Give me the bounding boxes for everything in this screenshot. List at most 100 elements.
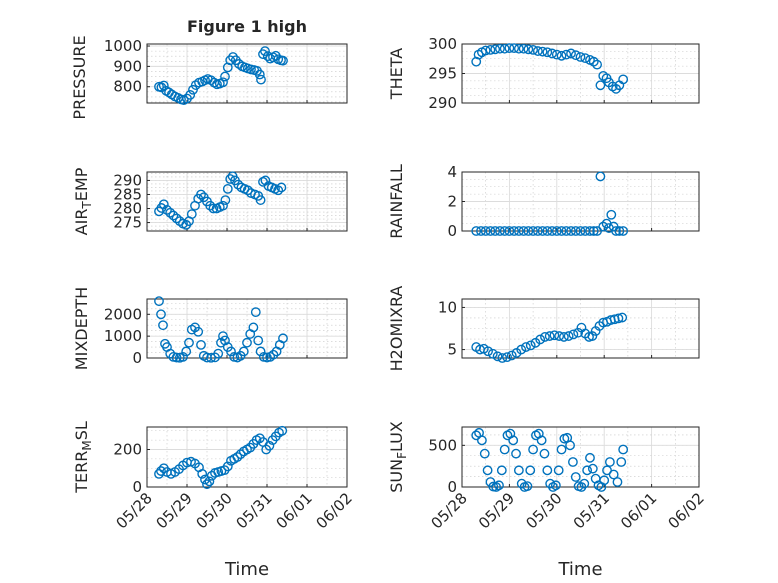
axes-frame: [461, 426, 700, 488]
data-point: [273, 185, 284, 196]
data-point: [606, 209, 617, 220]
data-point: [218, 77, 228, 88]
data-point: [250, 307, 261, 318]
data-point: [550, 480, 561, 491]
data-point: [537, 46, 548, 57]
y-tick-label: 900: [113, 57, 142, 75]
data-point: [171, 213, 182, 224]
data-point: [618, 226, 629, 236]
axes-frame: [146, 43, 348, 104]
data-point: [549, 330, 560, 341]
data-point: [604, 457, 615, 467]
data-point: [483, 346, 493, 357]
x-tick-label: 06/01: [273, 489, 316, 532]
data-point: [523, 44, 534, 55]
data-point: [553, 465, 564, 476]
data-point: [576, 482, 587, 492]
data-point: [535, 334, 546, 345]
data-point: [539, 448, 550, 459]
data-point: [570, 472, 581, 482]
data-point: [278, 333, 288, 344]
data-point: [570, 50, 581, 61]
data-point: [542, 226, 553, 236]
data-point: [260, 46, 270, 57]
data-point: [545, 478, 556, 489]
data-point: [485, 45, 496, 55]
x-tick-label: 06/01: [617, 489, 660, 532]
y-tick-label: 2: [447, 193, 457, 211]
y-tick-label: 500: [428, 436, 457, 454]
data-point: [171, 352, 182, 363]
data-point: [222, 461, 233, 472]
data-point: [490, 226, 501, 236]
data-point: [580, 53, 591, 64]
data-point: [495, 43, 505, 54]
data-point: [225, 55, 236, 66]
data-point: [587, 331, 598, 341]
data-point: [168, 210, 179, 221]
data-point: [568, 457, 578, 467]
data-point: [208, 203, 219, 214]
x-tick-label: 06/02: [665, 489, 708, 532]
y-axis-label: H2OMIXRA: [387, 286, 406, 372]
data-point: [181, 346, 192, 357]
data-point: [532, 46, 543, 56]
data-point: [542, 465, 553, 476]
data-point: [618, 444, 629, 455]
data-point: [551, 226, 562, 236]
data-point: [485, 226, 496, 236]
data-point: [220, 71, 230, 82]
y-tick-label: 290: [113, 171, 142, 189]
data-point: [525, 340, 536, 351]
y-tick-label: 295: [428, 65, 457, 83]
data-point: [490, 44, 501, 55]
data-point: [585, 452, 595, 463]
data-point: [592, 59, 602, 70]
data-point: [232, 452, 243, 462]
axes-frame: [146, 426, 348, 488]
axes-frame: [146, 298, 348, 359]
y-tick-label: 280: [113, 200, 142, 218]
data-point: [204, 476, 215, 487]
y-axis-label: SUNFLUX: [387, 421, 409, 493]
y-tick-label: 290: [428, 94, 457, 112]
y-tick-label: 10: [438, 298, 457, 316]
data-point: [477, 435, 487, 446]
data-point: [563, 331, 574, 341]
y-tick-label: 300: [428, 35, 457, 53]
data-point: [268, 349, 279, 360]
data-point: [528, 226, 538, 236]
axes-frame: [146, 171, 348, 232]
data-point: [242, 337, 252, 348]
data-point: [536, 435, 547, 446]
chart-title: Figure 1 high: [187, 17, 307, 36]
data-point: [202, 479, 212, 490]
data-point: [554, 331, 565, 341]
data-point: [162, 205, 172, 215]
data-point: [575, 52, 586, 62]
data-point: [508, 435, 519, 446]
data-point: [575, 226, 586, 236]
data-point: [158, 320, 168, 331]
data-point: [197, 468, 208, 479]
data-point: [518, 43, 529, 54]
data-point: [225, 174, 236, 184]
data-point: [582, 465, 593, 476]
data-point: [254, 69, 265, 80]
data-point: [521, 342, 531, 352]
data-point: [513, 465, 524, 476]
data-point: [509, 43, 520, 54]
data-point: [482, 465, 493, 476]
data-point: [561, 49, 572, 60]
data-point: [186, 209, 197, 220]
data-point: [222, 183, 233, 194]
data-point: [158, 80, 169, 91]
data-point: [471, 430, 482, 441]
data-point: [523, 226, 534, 236]
x-tick-label: 06/02: [313, 489, 356, 532]
data-point: [487, 348, 498, 359]
data-point: [595, 171, 606, 182]
data-point: [471, 226, 482, 236]
